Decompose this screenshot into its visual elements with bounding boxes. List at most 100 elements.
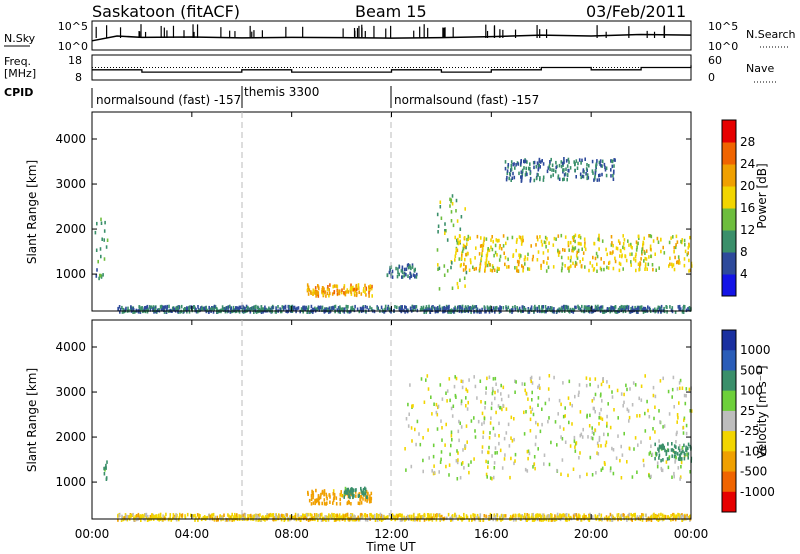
velocity-cell [655,514,657,519]
power-cell [464,244,466,249]
velocity-cell [126,514,129,519]
power-cell [560,164,563,169]
power-cell [322,292,324,296]
power-cell [153,308,155,312]
velocity-cell [276,516,278,520]
velocity-cell [502,385,505,390]
velocity-cell [531,390,533,395]
velocity-cell [430,516,433,521]
velocity-cell [325,518,327,522]
velocity-cell [673,474,675,479]
power-cell [516,268,518,273]
power-cell [599,173,601,177]
power-cell [554,169,557,174]
power-cell [594,308,597,312]
velocity-cell [490,406,493,411]
power-cell [548,307,550,312]
y-tick-label: 3000 [55,177,86,191]
velocity-cell [257,518,259,522]
power-cell [137,310,140,314]
colorbar-tick-label: 1000 [740,343,771,357]
velocity-cell [534,466,536,471]
velocity-cell [677,416,679,420]
power-cell [489,263,491,267]
velocity-cell [685,448,688,453]
velocity-cell [198,515,200,520]
power-cell [543,309,546,314]
power-cell [403,308,405,313]
velocity-cell [462,448,464,452]
power-cell [213,307,216,312]
velocity-cell [412,517,415,522]
power-cell [588,164,590,168]
power-cell [461,306,463,310]
power-cell [306,287,309,291]
velocity-cell [579,410,582,414]
velocity-cell [457,429,460,434]
velocity-cell [330,514,332,518]
power-cell [443,264,446,268]
power-cell [338,291,341,296]
velocity-cell [344,489,347,493]
velocity-cell [683,416,686,420]
velocity-cell [317,494,320,498]
power-cell [384,304,387,309]
power-cell [436,212,439,217]
power-cell [572,238,575,242]
power-cell [620,304,623,309]
velocity-cell [473,416,475,420]
power-cell [668,240,671,245]
velocity-cell [521,382,524,386]
velocity-cell [560,472,562,476]
velocity-cell [547,419,549,424]
power-cell [575,159,578,163]
power-cell [618,261,621,266]
velocity-cell [234,515,236,519]
power-cell [305,307,307,311]
power-cell [557,174,560,178]
velocity-cell [593,396,595,401]
power-cell [649,234,651,238]
power-cell [216,310,219,314]
velocity-cell [368,497,371,501]
power-cell [560,268,563,273]
velocity-cell [632,381,635,385]
velocity-cell [106,460,108,464]
y-tick-label: 4000 [55,340,86,354]
velocity-cell [404,518,406,522]
power-cell [481,251,483,256]
velocity-cell [401,513,403,518]
velocity-cell [645,513,647,517]
velocity-cell [577,393,580,397]
power-cell [580,242,582,246]
velocity-cell [491,454,493,458]
power-cell [470,306,473,310]
velocity-cell [439,383,442,387]
power-cell [366,305,368,310]
velocity-cell [464,446,466,450]
power-cell [627,305,630,309]
power-cell [446,305,449,310]
velocity-cell [423,512,426,517]
power-cell [144,306,147,310]
velocity-cell [670,448,673,452]
velocity-cell [600,513,603,518]
velocity-cell [537,447,539,451]
velocity-cell [670,518,672,522]
power-cell [594,171,597,175]
velocity-cell [650,515,652,520]
power-cell [344,290,347,294]
power-cell [371,294,373,298]
power-cell [595,251,598,256]
velocity-cell [440,457,442,462]
power-cell [604,168,607,172]
velocity-cell [320,518,323,522]
power-cell [619,241,621,245]
velocity-cell [350,502,352,506]
power-cell [689,308,692,312]
velocity-cell [586,415,588,419]
velocity-cell [325,502,327,506]
velocity-cell [349,489,351,493]
power-cell [536,306,539,311]
power-cell [368,287,370,292]
